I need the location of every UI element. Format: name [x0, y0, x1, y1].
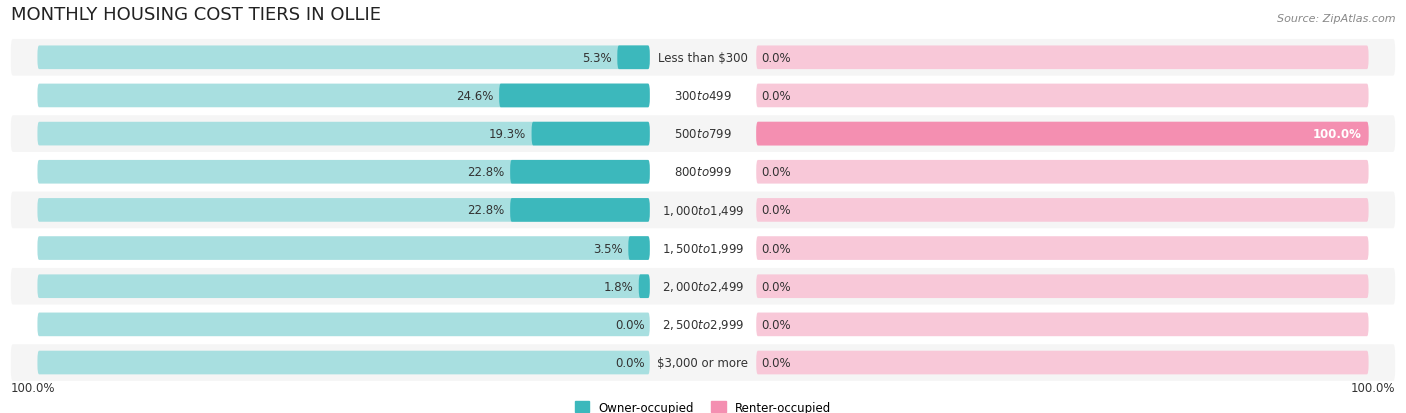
FancyBboxPatch shape: [638, 275, 650, 298]
Text: $800 to $999: $800 to $999: [673, 166, 733, 179]
FancyBboxPatch shape: [38, 199, 650, 222]
FancyBboxPatch shape: [38, 46, 650, 70]
FancyBboxPatch shape: [38, 123, 650, 146]
Text: 5.3%: 5.3%: [582, 52, 612, 65]
FancyBboxPatch shape: [756, 199, 1368, 222]
Text: $1,500 to $1,999: $1,500 to $1,999: [662, 242, 744, 256]
FancyBboxPatch shape: [11, 230, 1395, 267]
FancyBboxPatch shape: [756, 313, 1368, 336]
Legend: Owner-occupied, Renter-occupied: Owner-occupied, Renter-occupied: [575, 401, 831, 413]
Text: 0.0%: 0.0%: [762, 204, 792, 217]
FancyBboxPatch shape: [38, 161, 650, 184]
FancyBboxPatch shape: [38, 275, 650, 298]
FancyBboxPatch shape: [756, 275, 1368, 298]
Text: MONTHLY HOUSING COST TIERS IN OLLIE: MONTHLY HOUSING COST TIERS IN OLLIE: [11, 6, 381, 24]
FancyBboxPatch shape: [499, 84, 650, 108]
FancyBboxPatch shape: [510, 161, 650, 184]
FancyBboxPatch shape: [756, 351, 1368, 375]
FancyBboxPatch shape: [628, 237, 650, 260]
Text: Source: ZipAtlas.com: Source: ZipAtlas.com: [1277, 14, 1395, 24]
Text: $3,000 or more: $3,000 or more: [658, 356, 748, 369]
FancyBboxPatch shape: [531, 123, 650, 146]
FancyBboxPatch shape: [11, 40, 1395, 76]
Text: 1.8%: 1.8%: [603, 280, 634, 293]
Text: 19.3%: 19.3%: [489, 128, 526, 141]
Text: 100.0%: 100.0%: [1313, 128, 1362, 141]
FancyBboxPatch shape: [510, 199, 650, 222]
Text: $300 to $499: $300 to $499: [673, 90, 733, 103]
FancyBboxPatch shape: [11, 192, 1395, 229]
FancyBboxPatch shape: [38, 313, 650, 336]
FancyBboxPatch shape: [11, 116, 1395, 152]
FancyBboxPatch shape: [756, 123, 1368, 146]
FancyBboxPatch shape: [38, 84, 650, 108]
Text: 0.0%: 0.0%: [614, 318, 644, 331]
FancyBboxPatch shape: [38, 237, 650, 260]
FancyBboxPatch shape: [38, 351, 650, 375]
FancyBboxPatch shape: [11, 268, 1395, 305]
Text: 0.0%: 0.0%: [762, 356, 792, 369]
Text: Less than $300: Less than $300: [658, 52, 748, 65]
FancyBboxPatch shape: [617, 46, 650, 70]
FancyBboxPatch shape: [756, 84, 1368, 108]
Text: 100.0%: 100.0%: [11, 381, 55, 394]
Text: 22.8%: 22.8%: [468, 166, 505, 179]
Text: 0.0%: 0.0%: [762, 52, 792, 65]
Text: 3.5%: 3.5%: [593, 242, 623, 255]
Text: 22.8%: 22.8%: [468, 204, 505, 217]
Text: 0.0%: 0.0%: [762, 242, 792, 255]
Text: $500 to $799: $500 to $799: [673, 128, 733, 141]
FancyBboxPatch shape: [11, 154, 1395, 191]
FancyBboxPatch shape: [756, 161, 1368, 184]
FancyBboxPatch shape: [756, 237, 1368, 260]
Text: 24.6%: 24.6%: [457, 90, 494, 103]
FancyBboxPatch shape: [756, 123, 1368, 146]
Text: 0.0%: 0.0%: [762, 318, 792, 331]
Text: $2,000 to $2,499: $2,000 to $2,499: [662, 280, 744, 294]
FancyBboxPatch shape: [11, 306, 1395, 343]
Text: 0.0%: 0.0%: [762, 90, 792, 103]
FancyBboxPatch shape: [11, 78, 1395, 114]
Text: 0.0%: 0.0%: [762, 280, 792, 293]
FancyBboxPatch shape: [756, 46, 1368, 70]
Text: $2,500 to $2,999: $2,500 to $2,999: [662, 318, 744, 332]
Text: 0.0%: 0.0%: [614, 356, 644, 369]
Text: 0.0%: 0.0%: [762, 166, 792, 179]
Text: 100.0%: 100.0%: [1351, 381, 1395, 394]
Text: $1,000 to $1,499: $1,000 to $1,499: [662, 204, 744, 217]
FancyBboxPatch shape: [11, 344, 1395, 381]
